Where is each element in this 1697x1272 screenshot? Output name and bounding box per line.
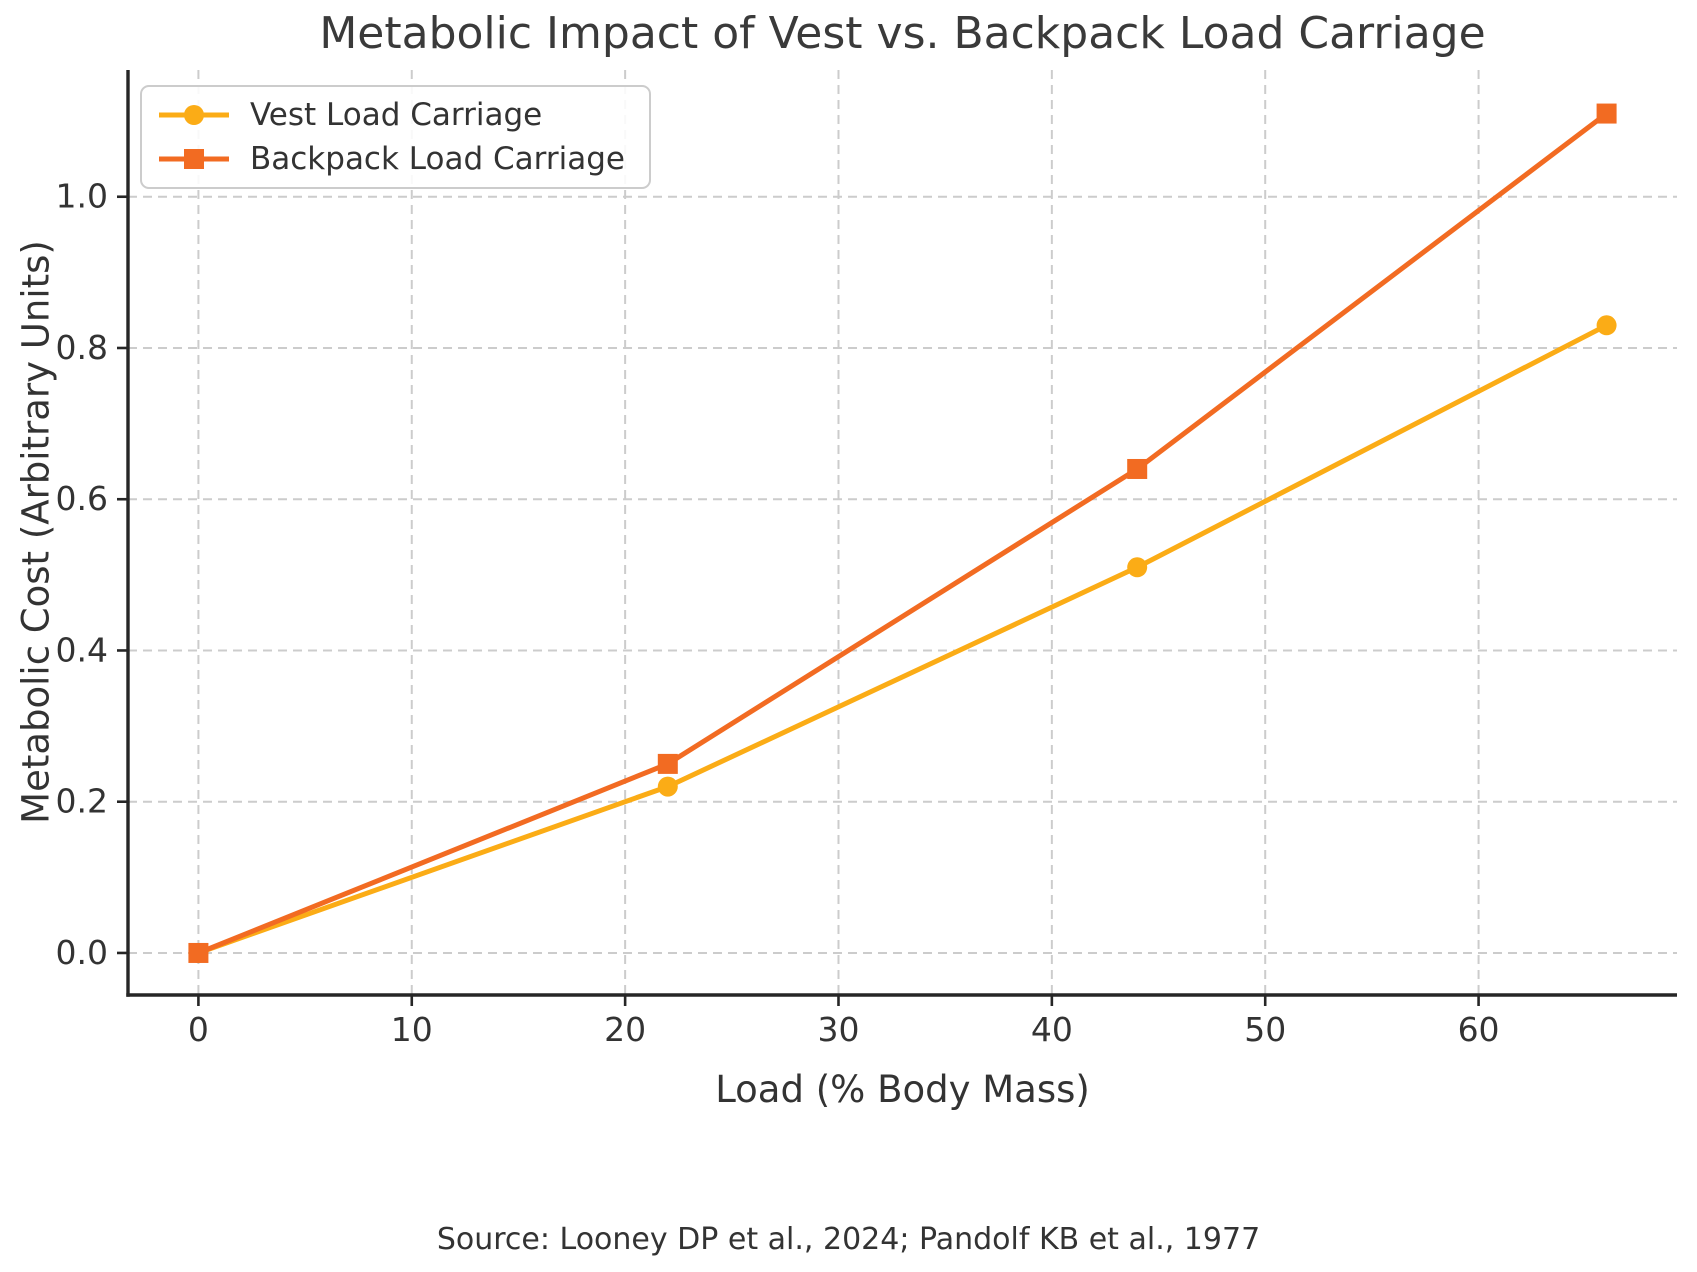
x-tick-label: 40 bbox=[1031, 1010, 1073, 1049]
x-tick-label: 20 bbox=[604, 1010, 646, 1049]
x-tick-label: 0 bbox=[188, 1010, 209, 1049]
x-tick-label: 50 bbox=[1244, 1010, 1286, 1049]
backpack-series-line bbox=[197, 111, 1609, 956]
y-tick-label: 0.2 bbox=[56, 782, 108, 821]
y-tick-label: 0.6 bbox=[56, 479, 108, 518]
legend-item-vest: Vest Load Carriage bbox=[156, 97, 625, 133]
backpack-line-marker-swatch bbox=[159, 149, 229, 169]
legend-label-vest: Vest Load Carriage bbox=[250, 97, 543, 133]
vest-series-line bbox=[197, 323, 1608, 956]
x-axis-label: Load (% Body Mass) bbox=[715, 1068, 1090, 1111]
y-tick-label: 1.0 bbox=[56, 177, 108, 216]
backpack-data-point-marker bbox=[1127, 458, 1148, 479]
source-note: Source: Looney DP et al., 2024; Pandolf … bbox=[436, 1222, 1261, 1257]
backpack-data-point-marker bbox=[188, 942, 209, 963]
grid-layer bbox=[128, 70, 1677, 995]
chart-title: Metabolic Impact of Vest vs. Backpack Lo… bbox=[319, 8, 1486, 59]
axis-layer: 0 10 20 30 40 50 60 0.0 0.2 0.4 0.6 0.8 1.0 bbox=[56, 70, 1677, 1049]
series-layer bbox=[188, 103, 1617, 963]
vest-data-point-marker bbox=[1596, 315, 1617, 336]
vest-data-point-marker bbox=[657, 776, 678, 797]
legend-item-backpack: Backpack Load Carriage bbox=[156, 141, 625, 177]
backpack-data-point-marker bbox=[1596, 103, 1617, 124]
vest-data-point-marker bbox=[1127, 557, 1148, 578]
x-tick-label: 10 bbox=[391, 1010, 433, 1049]
vest-line-marker-swatch bbox=[159, 105, 229, 125]
x-tick-label: 30 bbox=[817, 1010, 859, 1049]
legend-label-backpack: Backpack Load Carriage bbox=[250, 141, 625, 177]
y-tick-label: 0.8 bbox=[56, 328, 108, 367]
y-tick-label: 0.4 bbox=[56, 630, 108, 669]
y-axis-label: Metabolic Cost (Arbitrary Units) bbox=[14, 240, 58, 824]
x-tick-label: 60 bbox=[1458, 1010, 1500, 1049]
legend: Vest Load Carriage Backpack Load Carriag… bbox=[140, 85, 651, 189]
backpack-data-point-marker bbox=[657, 753, 678, 774]
y-tick-label: 0.0 bbox=[56, 933, 108, 972]
